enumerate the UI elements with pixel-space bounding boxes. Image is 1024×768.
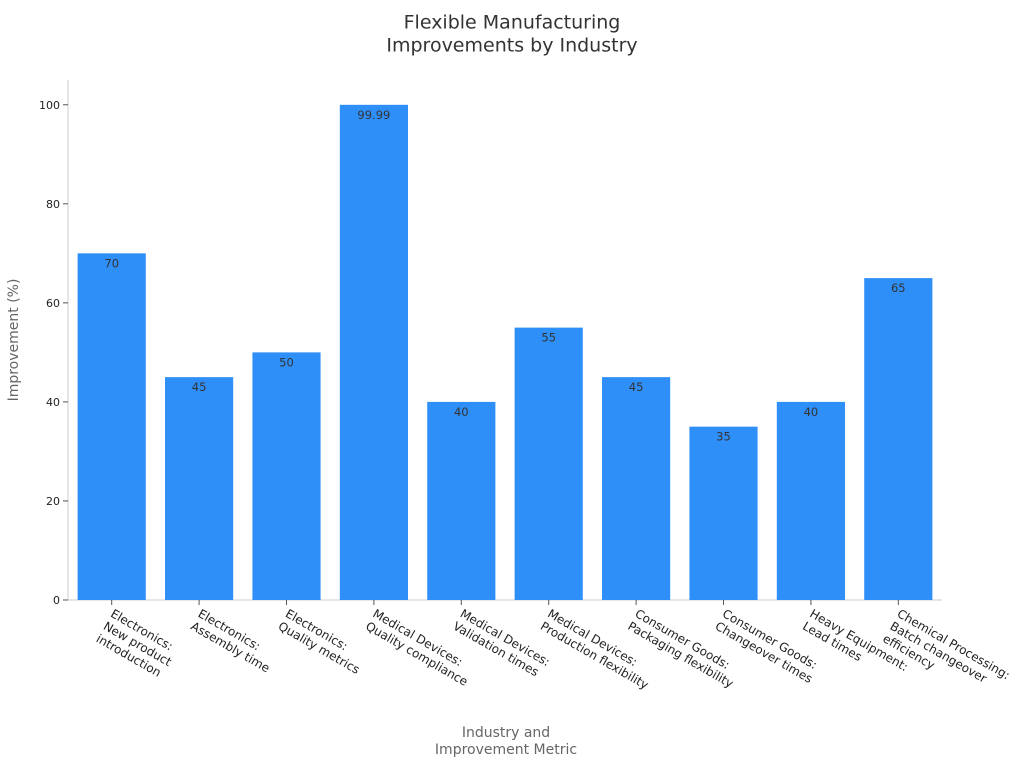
y-tick-label: 100 <box>39 99 60 112</box>
x-tick-label: Electronics:Quality metrics <box>276 606 370 676</box>
value-label: 45 <box>192 380 207 394</box>
value-label: 70 <box>104 256 119 270</box>
chart-title: Flexible Manufacturing Improvements by In… <box>386 12 637 57</box>
value-label: 55 <box>541 331 556 345</box>
value-label: 45 <box>629 380 644 394</box>
bar <box>77 253 146 601</box>
bar <box>864 278 933 600</box>
bar <box>602 377 671 600</box>
x-tick-label: Electronics:Assembly time <box>188 606 279 675</box>
y-tick-label: 40 <box>46 396 60 409</box>
y-axis-label: Improvement (%) <box>6 279 22 402</box>
value-label: 99.99 <box>357 108 390 122</box>
bar <box>339 104 408 600</box>
y-tick-label: 20 <box>46 495 60 508</box>
bar <box>427 401 496 600</box>
x-tick-label: Electronics:New productintroduction <box>94 606 182 681</box>
x-axis-label: Industry and Improvement Metric <box>435 725 577 758</box>
bar <box>776 401 845 600</box>
bar <box>252 352 321 600</box>
value-label: 35 <box>716 430 731 444</box>
bar <box>514 327 583 600</box>
value-label: 40 <box>804 405 819 419</box>
bar <box>165 377 234 600</box>
value-label: 65 <box>891 281 906 295</box>
y-tick-label: 60 <box>46 297 60 310</box>
value-label: 50 <box>279 355 294 369</box>
bar <box>689 426 758 600</box>
x-tick-label: Medical Devices:Validation times <box>451 606 553 681</box>
value-label: 40 <box>454 405 469 419</box>
y-tick-label: 0 <box>53 594 60 607</box>
y-tick-label: 80 <box>46 198 60 211</box>
